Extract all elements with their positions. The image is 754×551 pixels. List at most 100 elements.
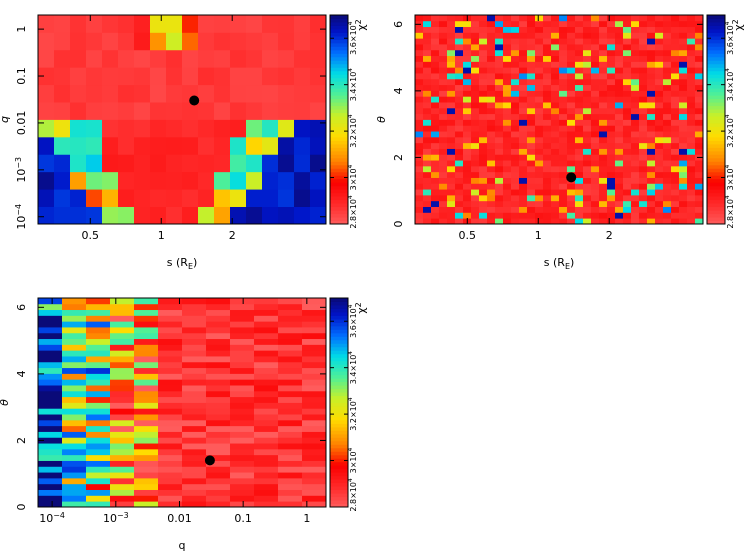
- heatmap-cell: [182, 437, 207, 444]
- heatmap-cell: [663, 96, 672, 103]
- heatmap-cell: [551, 73, 560, 80]
- heatmap-cell: [615, 67, 624, 74]
- colorbar-segment: [330, 164, 348, 169]
- heatmap-cell: [607, 78, 616, 86]
- heatmap-cell: [182, 206, 199, 225]
- heatmap-cell: [543, 113, 552, 120]
- heatmap-cell: [511, 119, 520, 126]
- heatmap-cell: [182, 414, 207, 421]
- heatmap-cell: [591, 160, 600, 167]
- heatmap-cell: [495, 125, 504, 132]
- heatmap-cell: [503, 194, 512, 202]
- heatmap-cell: [294, 32, 311, 51]
- heatmap-cell: [639, 26, 648, 33]
- heatmap-cell: [206, 431, 231, 438]
- heatmap-cell: [663, 32, 672, 39]
- heatmap-cell: [431, 49, 440, 57]
- colorbar-label: χ2: [354, 302, 368, 313]
- heatmap-cell: [230, 448, 255, 456]
- heatmap-cell: [471, 125, 480, 132]
- heatmap-cell: [551, 49, 560, 57]
- heatmap-cell: [110, 419, 135, 427]
- y-tick-label: 4: [15, 370, 28, 377]
- heatmap-cell: [38, 309, 63, 316]
- heatmap-cell: [599, 67, 608, 74]
- heatmap-cell: [503, 61, 512, 68]
- heatmap-cell: [206, 390, 231, 398]
- heatmap-cell: [294, 119, 311, 138]
- heatmap-cell: [158, 356, 183, 363]
- heatmap-cell: [38, 298, 63, 305]
- heatmap-cell: [495, 200, 504, 207]
- heatmap-cell: [639, 73, 648, 80]
- heatmap-cell: [471, 49, 480, 57]
- heatmap-cell: [150, 119, 167, 138]
- heatmap-cell: [567, 61, 576, 68]
- heatmap-cell: [479, 165, 488, 173]
- colorbar-segment: [330, 46, 348, 51]
- heatmap-cell: [134, 119, 151, 138]
- heatmap-cell: [687, 125, 696, 132]
- heatmap-cell: [639, 32, 648, 39]
- heatmap-cell: [158, 477, 183, 485]
- heatmap-cell: [415, 200, 424, 207]
- heatmap-cell: [503, 84, 512, 91]
- heatmap-cell: [631, 84, 640, 91]
- colorbar-segment: [330, 405, 348, 410]
- heatmap-cell: [695, 212, 704, 219]
- heatmap-cell: [439, 200, 448, 207]
- heatmap-cell: [639, 177, 648, 184]
- heatmap-cell: [647, 183, 656, 190]
- heatmap-cell: [583, 20, 592, 28]
- heatmap-cell: [182, 390, 207, 398]
- colorbar-segment: [707, 25, 725, 30]
- heatmap-cell: [38, 338, 63, 345]
- heatmap-cell: [134, 501, 159, 508]
- heatmap-cell: [206, 443, 231, 450]
- colorbar-segment: [707, 150, 725, 155]
- heatmap-cell: [695, 90, 704, 97]
- colorbar-tick-label: 3.2×104: [348, 397, 358, 431]
- heatmap-cell: [551, 90, 560, 97]
- x-tick-label: 1: [303, 512, 310, 525]
- y-tick-label: 2: [15, 437, 28, 444]
- colorbar-segment: [707, 143, 725, 148]
- heatmap-cell: [487, 32, 496, 39]
- heatmap-cell: [294, 154, 311, 173]
- heatmap-cell: [110, 501, 135, 508]
- colorbar-segment: [707, 140, 725, 145]
- heatmap-cell: [423, 136, 432, 144]
- heatmap-cell: [583, 206, 592, 213]
- heatmap-cell: [431, 96, 440, 103]
- heatmap-cell: [647, 38, 656, 45]
- heatmap-cell: [655, 212, 664, 219]
- heatmap-cell: [118, 119, 135, 138]
- heatmap-cell: [110, 414, 135, 421]
- heatmap-cell: [567, 96, 576, 103]
- heatmap-cell: [647, 218, 656, 225]
- x-tick-label: 0.5: [459, 229, 477, 242]
- heatmap-cell: [206, 419, 231, 427]
- heatmap-cell: [134, 483, 159, 490]
- heatmap-cell: [302, 385, 327, 392]
- heatmap-cell: [615, 78, 624, 86]
- heatmap-cell: [206, 361, 231, 369]
- heatmap-cell: [639, 148, 648, 155]
- heatmap-cell: [583, 67, 592, 74]
- heatmap-cell: [182, 15, 199, 33]
- heatmap-cell: [631, 212, 640, 219]
- heatmap-cell: [479, 55, 488, 62]
- heatmap-cell: [655, 26, 664, 33]
- heatmap-cell: [254, 309, 279, 316]
- heatmap-cell: [623, 189, 632, 196]
- heatmap-cell: [695, 61, 704, 68]
- heatmap-cell: [607, 142, 616, 149]
- heatmap-cell: [479, 194, 488, 202]
- heatmap-cell: [495, 154, 504, 161]
- heatmap-cell: [567, 55, 576, 62]
- heatmap-cell: [471, 189, 480, 196]
- heatmap-cell: [471, 32, 480, 39]
- heatmap-cell: [527, 189, 536, 196]
- heatmap-cell: [158, 390, 183, 398]
- heatmap-cells: [38, 298, 327, 508]
